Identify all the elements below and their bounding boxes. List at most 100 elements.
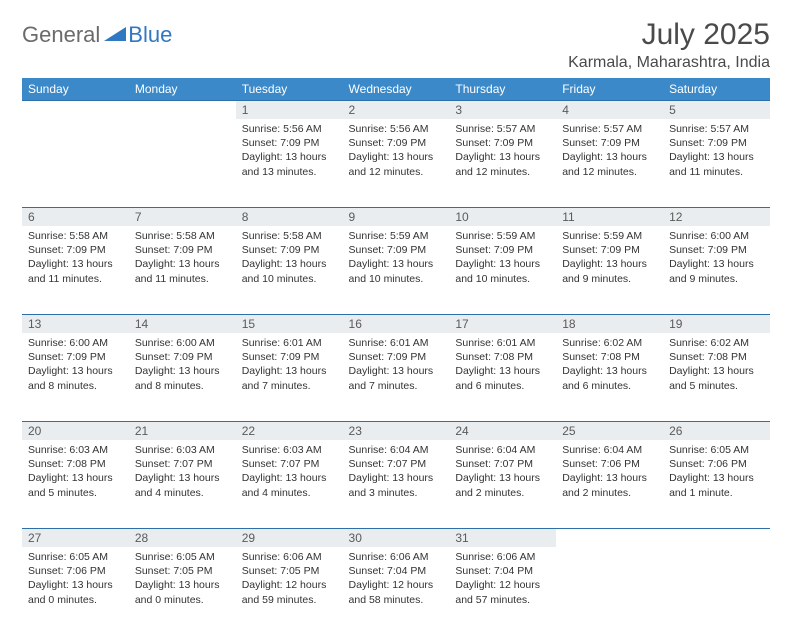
day-number: 19 [663,314,770,333]
day-cell: Sunrise: 5:59 AMSunset: 7:09 PMDaylight:… [556,226,663,314]
day-details: Sunrise: 6:00 AMSunset: 7:09 PMDaylight:… [22,333,129,399]
day-cell: Sunrise: 6:05 AMSunset: 7:05 PMDaylight:… [129,547,236,635]
day-number [556,528,663,547]
day-number: 4 [556,100,663,119]
day-cell [22,119,129,207]
day-details: Sunrise: 6:05 AMSunset: 7:06 PMDaylight:… [663,440,770,506]
day-number: 17 [449,314,556,333]
day-cell: Sunrise: 6:05 AMSunset: 7:06 PMDaylight:… [663,440,770,528]
day-cell: Sunrise: 6:00 AMSunset: 7:09 PMDaylight:… [22,333,129,421]
day-number: 20 [22,421,129,440]
day-details: Sunrise: 6:01 AMSunset: 7:09 PMDaylight:… [343,333,450,399]
day-details: Sunrise: 5:56 AMSunset: 7:09 PMDaylight:… [343,119,450,185]
day-details: Sunrise: 6:03 AMSunset: 7:07 PMDaylight:… [129,440,236,506]
day-number: 8 [236,207,343,226]
day-details: Sunrise: 6:02 AMSunset: 7:08 PMDaylight:… [556,333,663,399]
day-number: 3 [449,100,556,119]
day-number: 30 [343,528,450,547]
day-cell: Sunrise: 5:56 AMSunset: 7:09 PMDaylight:… [343,119,450,207]
day-cell: Sunrise: 6:01 AMSunset: 7:09 PMDaylight:… [343,333,450,421]
logo-text-blue: Blue [128,22,172,48]
day-cell: Sunrise: 6:06 AMSunset: 7:05 PMDaylight:… [236,547,343,635]
day-details: Sunrise: 6:05 AMSunset: 7:06 PMDaylight:… [22,547,129,613]
day-details: Sunrise: 5:58 AMSunset: 7:09 PMDaylight:… [22,226,129,292]
weekday-header: Sunday [22,78,129,100]
day-number: 24 [449,421,556,440]
day-number: 1 [236,100,343,119]
day-number: 23 [343,421,450,440]
day-details: Sunrise: 6:04 AMSunset: 7:07 PMDaylight:… [449,440,556,506]
day-details: Sunrise: 5:57 AMSunset: 7:09 PMDaylight:… [663,119,770,185]
title-block: July 2025 Karmala, Maharashtra, India [568,18,770,72]
day-details: Sunrise: 5:58 AMSunset: 7:09 PMDaylight:… [236,226,343,292]
day-details: Sunrise: 6:06 AMSunset: 7:04 PMDaylight:… [343,547,450,613]
weekday-header: Thursday [449,78,556,100]
day-details: Sunrise: 6:02 AMSunset: 7:08 PMDaylight:… [663,333,770,399]
header: General Blue July 2025 Karmala, Maharash… [22,18,770,72]
day-cell: Sunrise: 6:00 AMSunset: 7:09 PMDaylight:… [663,226,770,314]
day-cell [663,547,770,635]
calendar-table: SundayMondayTuesdayWednesdayThursdayFrid… [22,78,770,635]
day-cell: Sunrise: 5:57 AMSunset: 7:09 PMDaylight:… [449,119,556,207]
day-number: 21 [129,421,236,440]
day-cell: Sunrise: 6:02 AMSunset: 7:08 PMDaylight:… [556,333,663,421]
day-number [22,100,129,119]
day-number: 13 [22,314,129,333]
day-cell: Sunrise: 6:03 AMSunset: 7:07 PMDaylight:… [129,440,236,528]
day-number-row: 12345 [22,100,770,119]
weekday-header: Monday [129,78,236,100]
weekday-header-row: SundayMondayTuesdayWednesdayThursdayFrid… [22,78,770,100]
day-number [129,100,236,119]
day-number: 7 [129,207,236,226]
day-number: 27 [22,528,129,547]
weekday-header: Tuesday [236,78,343,100]
weekday-header: Saturday [663,78,770,100]
day-cell: Sunrise: 6:01 AMSunset: 7:08 PMDaylight:… [449,333,556,421]
location-text: Karmala, Maharashtra, India [568,54,770,72]
day-number: 9 [343,207,450,226]
day-details: Sunrise: 6:00 AMSunset: 7:09 PMDaylight:… [129,333,236,399]
day-cell: Sunrise: 6:03 AMSunset: 7:08 PMDaylight:… [22,440,129,528]
day-number: 29 [236,528,343,547]
day-details: Sunrise: 6:00 AMSunset: 7:09 PMDaylight:… [663,226,770,292]
day-number: 14 [129,314,236,333]
day-cell: Sunrise: 6:06 AMSunset: 7:04 PMDaylight:… [449,547,556,635]
day-cell: Sunrise: 5:58 AMSunset: 7:09 PMDaylight:… [129,226,236,314]
day-cell: Sunrise: 6:03 AMSunset: 7:07 PMDaylight:… [236,440,343,528]
logo-text-general: General [22,22,100,48]
day-number: 6 [22,207,129,226]
day-details: Sunrise: 6:04 AMSunset: 7:07 PMDaylight:… [343,440,450,506]
day-number-row: 20212223242526 [22,421,770,440]
day-details: Sunrise: 6:01 AMSunset: 7:09 PMDaylight:… [236,333,343,399]
day-number: 22 [236,421,343,440]
day-cell [129,119,236,207]
day-cell: Sunrise: 6:01 AMSunset: 7:09 PMDaylight:… [236,333,343,421]
day-cell: Sunrise: 6:02 AMSunset: 7:08 PMDaylight:… [663,333,770,421]
day-number: 26 [663,421,770,440]
day-details: Sunrise: 6:05 AMSunset: 7:05 PMDaylight:… [129,547,236,613]
day-number: 11 [556,207,663,226]
day-number: 16 [343,314,450,333]
day-details: Sunrise: 6:04 AMSunset: 7:06 PMDaylight:… [556,440,663,506]
logo-triangle-icon [104,25,126,46]
day-cell: Sunrise: 5:57 AMSunset: 7:09 PMDaylight:… [556,119,663,207]
day-details: Sunrise: 6:01 AMSunset: 7:08 PMDaylight:… [449,333,556,399]
day-details: Sunrise: 5:57 AMSunset: 7:09 PMDaylight:… [449,119,556,185]
day-number: 5 [663,100,770,119]
day-cell: Sunrise: 5:58 AMSunset: 7:09 PMDaylight:… [236,226,343,314]
day-cell: Sunrise: 6:04 AMSunset: 7:07 PMDaylight:… [343,440,450,528]
day-details: Sunrise: 6:03 AMSunset: 7:08 PMDaylight:… [22,440,129,506]
day-cell [556,547,663,635]
logo: General Blue [22,18,172,48]
day-cell: Sunrise: 6:00 AMSunset: 7:09 PMDaylight:… [129,333,236,421]
day-number-row: 2728293031 [22,528,770,547]
day-cell: Sunrise: 6:06 AMSunset: 7:04 PMDaylight:… [343,547,450,635]
day-cell: Sunrise: 5:56 AMSunset: 7:09 PMDaylight:… [236,119,343,207]
day-cell: Sunrise: 6:05 AMSunset: 7:06 PMDaylight:… [22,547,129,635]
day-details: Sunrise: 5:59 AMSunset: 7:09 PMDaylight:… [449,226,556,292]
day-number: 2 [343,100,450,119]
calendar-body: 12345Sunrise: 5:56 AMSunset: 7:09 PMDayl… [22,100,770,635]
day-details: Sunrise: 5:59 AMSunset: 7:09 PMDaylight:… [556,226,663,292]
day-details: Sunrise: 5:56 AMSunset: 7:09 PMDaylight:… [236,119,343,185]
day-cell: Sunrise: 5:59 AMSunset: 7:09 PMDaylight:… [449,226,556,314]
